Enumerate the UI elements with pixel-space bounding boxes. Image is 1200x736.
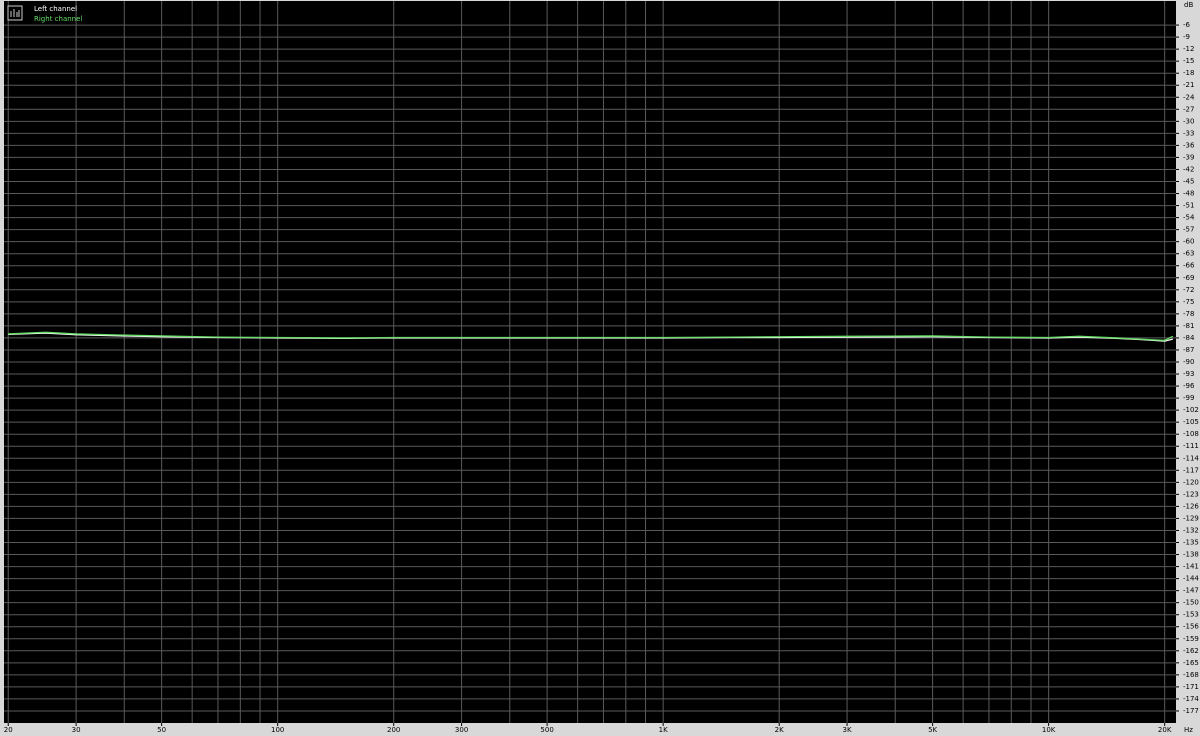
y-tick-label: -84 <box>1183 334 1195 342</box>
y-tick-label: -21 <box>1183 81 1194 89</box>
y-tick-label: -129 <box>1183 514 1199 522</box>
y-tick-label: -153 <box>1183 611 1199 619</box>
y-tick-label: -138 <box>1183 551 1199 559</box>
y-tick-label: -93 <box>1183 370 1194 378</box>
y-tick-label: -117 <box>1183 466 1199 474</box>
y-tick-label: -171 <box>1183 683 1199 691</box>
y-tick-label: -18 <box>1183 69 1194 77</box>
y-tick-label: -6 <box>1183 21 1191 29</box>
x-unit: Hz <box>1184 726 1193 734</box>
grid <box>4 1 1176 723</box>
legend-label: Left channel <box>34 5 77 13</box>
y-tick-label: -150 <box>1183 599 1199 607</box>
x-tick-label: 1K <box>659 726 668 734</box>
y-tick-label: -159 <box>1183 635 1199 643</box>
x-tick-label: 30 <box>72 726 81 734</box>
y-tick-label: -120 <box>1183 478 1199 486</box>
y-tick-label: -30 <box>1183 117 1194 125</box>
y-tick-label: -99 <box>1183 394 1194 402</box>
y-tick-label: -63 <box>1183 250 1194 258</box>
y-tick-label: -45 <box>1183 178 1194 186</box>
y-tick-label: -123 <box>1183 490 1199 498</box>
y-tick-label: -12 <box>1183 45 1194 53</box>
y-tick-label: -126 <box>1183 502 1199 510</box>
y-tick-label: -177 <box>1183 707 1199 715</box>
y-tick-label: -156 <box>1183 623 1199 631</box>
y-tick-label: -144 <box>1183 575 1199 583</box>
x-tick-label: 200 <box>387 726 400 734</box>
y-tick-label: -168 <box>1183 671 1199 679</box>
y-tick-label: -27 <box>1183 105 1194 113</box>
y-tick-label: -69 <box>1183 274 1194 282</box>
y-unit: dB <box>1184 1 1193 9</box>
y-tick-label: -60 <box>1183 238 1194 246</box>
y-tick-label: -15 <box>1183 57 1194 65</box>
y-tick-label: -57 <box>1183 226 1194 234</box>
y-tick-label: -165 <box>1183 659 1199 667</box>
x-tick-label: 5K <box>928 726 937 734</box>
x-tick-label: 20 <box>4 726 13 734</box>
y-tick-label: -87 <box>1183 346 1194 354</box>
x-tick-label: 50 <box>157 726 166 734</box>
legend-icon-bars <box>10 9 20 17</box>
y-tick-label: -33 <box>1183 129 1194 137</box>
y-tick-label: -135 <box>1183 539 1199 547</box>
y-tick-label: -78 <box>1183 310 1194 318</box>
axes: -6 -9 -12 -15 -18 -21 -24 -27 -30 -33 -36 -39 -42 -45… <box>4 1 1200 734</box>
legend: Left channel Right channel <box>34 5 82 23</box>
x-tick-label: 100 <box>271 726 284 734</box>
y-tick-label: -51 <box>1183 202 1194 210</box>
x-tick-label: 500 <box>540 726 553 734</box>
y-tick-label: -108 <box>1183 430 1199 438</box>
y-tick-label: -114 <box>1183 454 1199 462</box>
x-tick-label: 2K <box>775 726 784 734</box>
x-tick-label: 10K <box>1042 726 1056 734</box>
y-tick-label: -9 <box>1183 33 1190 41</box>
legend-icon <box>7 5 23 21</box>
y-tick-label: -48 <box>1183 190 1194 198</box>
x-tick-label: 300 <box>455 726 468 734</box>
y-tick-label: -141 <box>1183 563 1199 571</box>
y-tick-label: -72 <box>1183 286 1194 294</box>
x-tick-label: 20K <box>1158 726 1172 734</box>
x-tick-label: 3K <box>843 726 852 734</box>
y-tick-label: -39 <box>1183 153 1194 161</box>
y-tick-label: -42 <box>1183 165 1194 173</box>
y-tick-label: -66 <box>1183 262 1195 270</box>
y-tick-label: -162 <box>1183 647 1199 655</box>
y-tick-label: -174 <box>1183 695 1199 703</box>
y-tick-label: -90 <box>1183 358 1194 366</box>
y-tick-label: -24 <box>1183 93 1195 101</box>
y-tick-label: -96 <box>1183 382 1195 390</box>
y-tick-label: -36 <box>1183 141 1195 149</box>
legend-label: Right channel <box>34 15 82 23</box>
y-tick-label: -105 <box>1183 418 1199 426</box>
y-tick-label: -147 <box>1183 587 1199 595</box>
series-line <box>8 331 1174 341</box>
y-tick-label: -102 <box>1183 406 1199 414</box>
y-tick-label: -81 <box>1183 322 1194 330</box>
lines <box>8 331 1174 342</box>
y-tick-label: -111 <box>1183 442 1199 450</box>
y-tick-label: -75 <box>1183 298 1194 306</box>
y-tick-label: -132 <box>1183 526 1199 534</box>
y-tick-label: -54 <box>1183 214 1195 222</box>
